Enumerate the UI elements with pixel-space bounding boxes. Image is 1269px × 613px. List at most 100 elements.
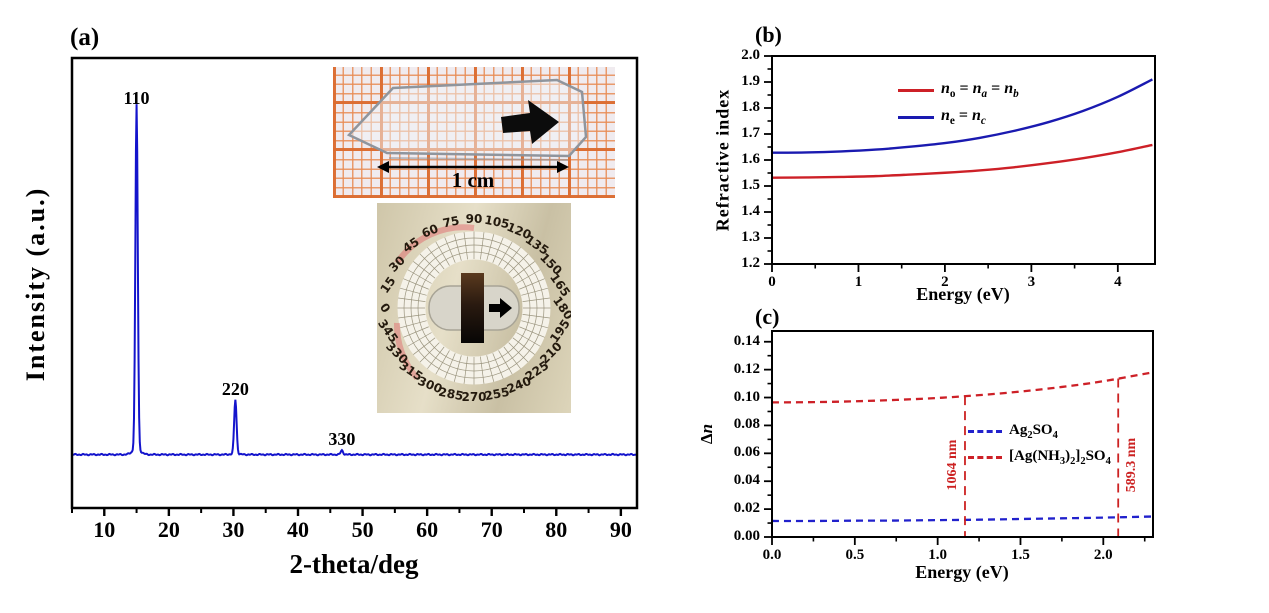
legend-label: ne = nc [941,107,986,128]
x-tick-label: 70 [480,517,503,542]
dial-grid-circle [417,251,531,365]
crystal-sample-strip [461,273,484,343]
dial-grid-line [407,332,432,347]
x-tick-label: 1 [854,274,863,290]
y-tick-label: 0.00 [733,528,760,544]
x-tick-label: 1.0 [928,547,948,563]
annotation-label: 1064 nm [944,439,960,491]
legend-item-agnh3so4: [Ag(NH3)2]2SO4 [968,448,1111,467]
scale-bar-right-arrowhead-icon [557,161,569,173]
red-marker-smudge [393,322,420,380]
x-tick-label: 2.0 [1093,547,1113,563]
y-tick-label: 0.04 [733,472,760,489]
x-tick-label: 20 [157,517,180,542]
dial-grid-line [453,355,462,382]
series-curve-1 [771,78,1153,154]
panel-a-x-axis-title: 2-theta/deg [289,549,419,579]
y-tick-label: 0.10 [733,388,760,405]
dial-grid-line [519,326,545,338]
x-tick-label: 10 [93,517,116,542]
x-tick-label: 4 [1114,274,1122,290]
y-tick-label: 0.08 [733,416,760,433]
y-tick-label: 0.12 [733,360,760,377]
dial-grid-line [516,332,541,347]
dial-angle-labels: 0 15 30 45 60 75 90 105 120 135 150 165 180 195 210 225… [377,203,571,413]
dial-grid-line [403,278,429,290]
scale-bar-left-arrowhead-icon [377,161,389,173]
dial-grid-line [444,237,456,263]
y-tick-label: 1.6 [741,151,760,167]
y-tick-label: 0.02 [733,500,760,517]
x-tick-label: 90 [609,517,632,542]
dial-grid-line [492,353,504,379]
scale-bar-label: 1 cm [451,168,495,192]
y-tick-label: 1.2 [741,255,760,271]
x-tick-label: 0 [768,274,776,290]
dial-grid-line [400,287,427,296]
series-curve-0 [771,515,1154,523]
y-tick-label: 1.4 [741,203,760,219]
legend-label: [Ag(NH3)2]2SO4 [1009,448,1111,467]
legend-item-no: no = na = nb [898,80,1019,100]
y-tick-label: 1.7 [741,125,760,141]
dial-grid-line [521,287,548,296]
x-tick-label: 2 [941,274,949,290]
legend-label: no = na = nb [941,80,1019,101]
dial-grid-line [498,241,513,266]
legend-line-blue-dashed [968,430,1002,433]
legend-item-ag2so4: Ag2SO4 [968,422,1058,441]
dial-grid-lines [397,231,551,385]
annotation-label: 589.3 nm [1124,437,1140,493]
dial-grid-line [435,350,450,375]
red-marker-smudge [394,224,475,265]
legend-line-red-dashed [968,456,1002,459]
x-tick-label: 80 [545,517,568,542]
x-tick-label: 1.5 [1011,547,1030,563]
dial-grid-circle [410,244,538,372]
y-tick-label: 1.5 [741,177,760,193]
peak-label-220: 220 [221,378,249,399]
panel-c-x-axis-title: Energy (eV) [915,562,1009,582]
y-tick-label: 1.9 [741,73,760,89]
dial-arrow-icon [489,298,512,318]
inset-rotation-dial-photo: 0 15 30 45 60 75 90 105 120 135 150 165 180 195 210 225… [377,203,571,413]
dial-angle-label: 90 [465,212,483,226]
panel-b-label: (b) [755,22,782,47]
x-tick-label: 3 [1027,274,1036,290]
x-tick-label: 50 [351,517,374,542]
dial-grid-line [492,237,504,263]
crystal-edge [388,157,569,161]
panel-c-label: (c) [755,304,780,329]
dial-grid-line [407,269,432,284]
series-curve-1 [771,371,1154,404]
inset-crystal-photo: 1 cm [333,67,615,198]
legend-item-ne: ne = nc [898,107,986,127]
crystal-plate [346,78,588,158]
dial-grid-circle [403,237,545,379]
legend-line-red [898,88,934,92]
crystal-drawing [346,78,588,173]
peak-label-110: 110 [123,88,150,108]
peak-label-330: 330 [328,428,356,449]
xrd-curve [71,104,638,457]
x-tick-label: 0.5 [845,547,865,563]
panel-a-label: (a) [70,24,100,51]
y-tick-label: 1.3 [741,229,760,245]
y-tick-label: 2.0 [741,47,760,63]
x-tick-label: 0.0 [762,547,782,563]
x-tick-label: 60 [416,517,439,542]
dial-grid-line [486,355,495,382]
dial-grid-line [516,269,541,284]
dial-grid-line [519,278,545,290]
dial-drawing [393,224,551,385]
y-tick-label: 0.06 [733,444,760,461]
panel-b-x-axis-title: Energy (eV) [916,284,1010,304]
